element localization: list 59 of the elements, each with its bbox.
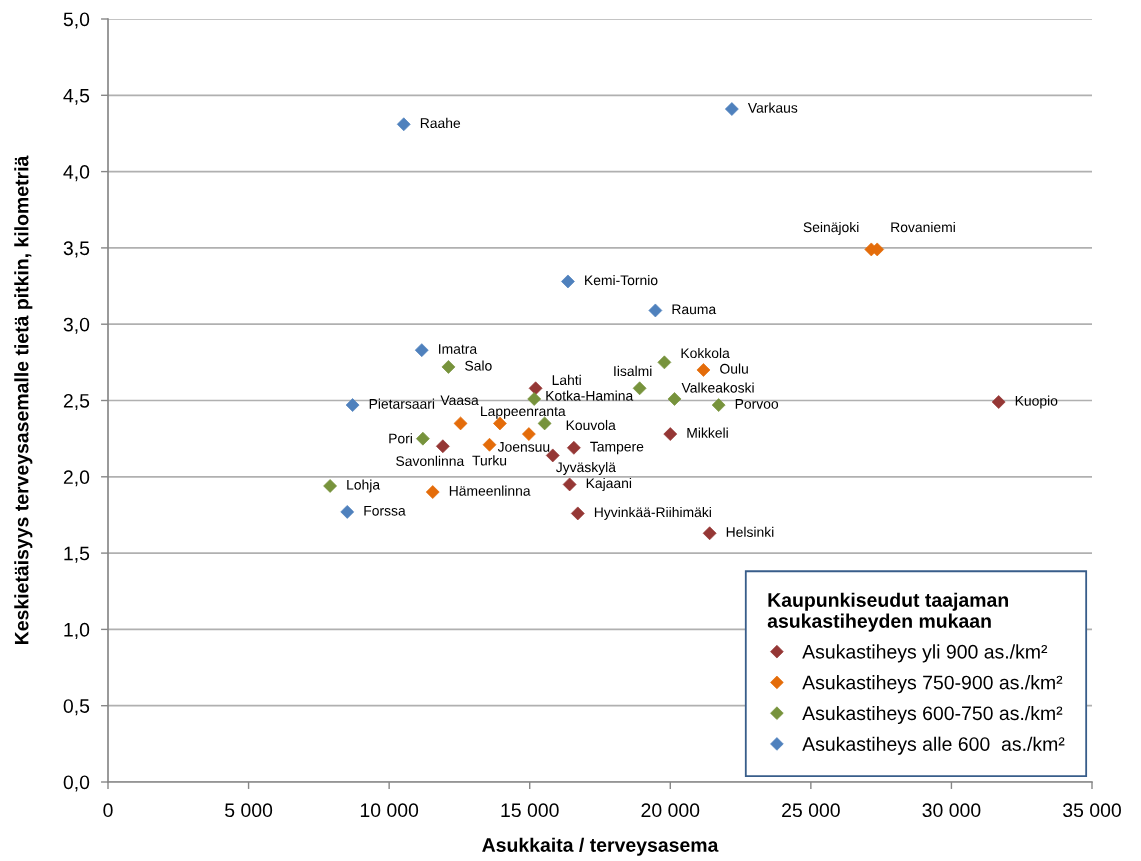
annotation: Pietarsaari <box>369 398 435 409</box>
annotation: Iisalmi <box>614 365 652 377</box>
annotation: Kuopio <box>1015 395 1058 409</box>
annotation: Valkeakoski <box>681 382 754 393</box>
legend-label: Asukastiheys yli 900 as./km² <box>802 644 1048 663</box>
x-tick-label: 20 000 <box>641 803 700 818</box>
annotation: Varkaus <box>747 102 798 113</box>
y-tick-label: 3,5 <box>63 241 90 258</box>
y-tick-label: 4,0 <box>63 165 90 182</box>
x-tick-label: 30 000 <box>922 803 981 818</box>
annotation: Lappeenranta <box>481 406 566 419</box>
annotation: Turku <box>472 455 507 466</box>
annotation: Lahti <box>552 374 581 386</box>
y-tick-label: 2,0 <box>63 470 90 487</box>
annotation: Kokkola <box>681 347 730 359</box>
y-tick-label: 0,0 <box>63 775 90 792</box>
annotation: Rauma <box>672 304 717 315</box>
y-tick-label: 0,5 <box>63 699 90 716</box>
x-tick-label: 0 <box>103 803 113 818</box>
y-tick-label: 1,0 <box>64 622 90 639</box>
annotation: Savonlinna <box>396 455 465 467</box>
annotation: Raahe <box>420 117 461 129</box>
annotation: Kemi-Tornio <box>585 275 658 286</box>
annotation: Forssa <box>364 505 406 516</box>
x-tick-label: 5 000 <box>225 803 273 818</box>
annotation: Imatra <box>439 344 478 354</box>
annotation: Kotka-Hamina <box>546 390 634 401</box>
x-tick-label: 15 000 <box>501 803 559 818</box>
annotation: Porvoo <box>735 399 779 409</box>
annotation: Kouvola <box>566 419 616 431</box>
annotation: Hyvinkää-Riihimäki <box>594 506 711 520</box>
legend-label: Asukastiheys alle 600 as./km² <box>802 736 1065 755</box>
y-tick-label: 2,5 <box>63 393 90 411</box>
y-axis-title: Keskietäisyys terveysasemalle tietä pitkin, kilometriä <box>14 155 33 644</box>
annotation: Seinäjoki <box>803 221 859 235</box>
x-axis-title: Asukkaita / terveysasema <box>482 837 719 856</box>
annotation: Pori <box>389 433 412 444</box>
legend-label: Asukastiheys 750-900 as./km² <box>802 675 1063 694</box>
annotation: Tampere <box>590 441 644 455</box>
x-tick-label: 35 000 <box>1063 803 1121 818</box>
legend-title: Kaupunkiseudut taajaman asukastiheyden mukaan <box>767 592 1008 632</box>
x-tick-label: 25 000 <box>782 803 840 818</box>
annotation: Jyväskylä <box>555 461 616 475</box>
annotation: Mikkeli <box>687 427 728 438</box>
y-tick-label: 5,0 <box>63 12 90 29</box>
annotation: Lohja <box>347 479 381 493</box>
y-tick-label: 4,5 <box>63 88 90 105</box>
legend-label: Asukastiheys 600-750 as./km² <box>802 705 1063 725</box>
annotation: Kajaani <box>586 477 632 491</box>
annotation: Vaasa <box>440 395 479 406</box>
annotation: Rovaniemi <box>891 221 955 233</box>
y-tick-label: 3,0 <box>63 317 90 334</box>
annotation: Salo <box>465 360 492 371</box>
annotation: Hämeenlinna <box>449 485 531 496</box>
x-tick-label: 10 000 <box>360 803 419 818</box>
annotation: Joensuu <box>497 442 550 452</box>
annotation: Oulu <box>720 363 748 374</box>
y-tick-label: 1,5 <box>64 546 90 563</box>
annotation: Helsinki <box>726 526 774 537</box>
